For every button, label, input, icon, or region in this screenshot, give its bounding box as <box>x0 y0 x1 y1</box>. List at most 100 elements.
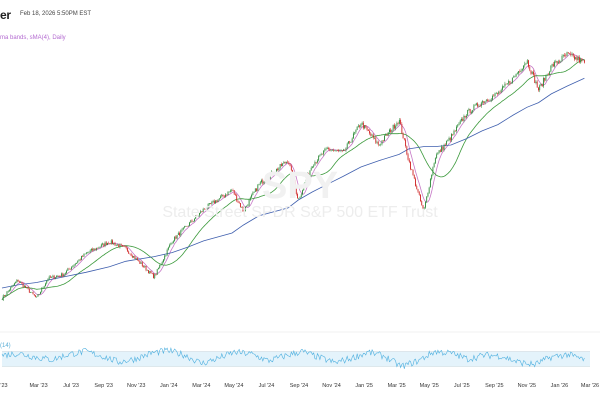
candle-body <box>406 146 408 155</box>
candle-body <box>243 210 245 212</box>
candle-body <box>330 150 332 151</box>
candle-body <box>159 265 161 269</box>
candle-body <box>242 206 244 212</box>
candle-body <box>346 143 348 149</box>
candle-body <box>413 175 415 179</box>
candle-body <box>403 138 405 140</box>
candle-body <box>288 162 290 165</box>
candle-body <box>140 262 142 264</box>
candle-body <box>489 100 491 102</box>
x-tick-label: Jan '24 <box>159 383 178 389</box>
candle-body <box>323 150 325 155</box>
candle-body <box>495 93 497 94</box>
candle-body <box>136 258 138 261</box>
candle-body <box>354 132 356 134</box>
candle-body <box>438 150 440 153</box>
x-tick-label: Jan '26 <box>550 383 569 389</box>
candle-body <box>334 150 336 152</box>
candle-body <box>410 161 411 170</box>
candle-body <box>56 276 58 278</box>
candle-body <box>46 280 48 284</box>
candle-body <box>274 172 276 174</box>
candle-body <box>259 182 261 184</box>
candle-body <box>443 144 445 150</box>
candle-body <box>560 60 562 62</box>
candle-body <box>197 215 199 217</box>
candle-body <box>74 263 76 266</box>
candle-body <box>362 122 364 129</box>
candle-body <box>282 163 284 166</box>
candle-body <box>569 53 570 54</box>
candle-body <box>210 203 212 204</box>
candle-body <box>285 161 287 163</box>
candle-body <box>23 285 25 287</box>
candle-body <box>156 269 158 275</box>
candle-body <box>237 200 239 202</box>
candle-body <box>112 240 113 245</box>
candle-body <box>475 103 477 105</box>
candle-body <box>177 232 179 236</box>
candle-body <box>187 225 189 227</box>
candle-body <box>405 139 407 147</box>
candle-body <box>321 153 323 155</box>
candle-body <box>120 244 122 246</box>
candle-body <box>284 162 286 163</box>
candle-body <box>81 255 82 260</box>
candle-body <box>145 266 147 271</box>
candle-body <box>246 205 248 207</box>
candle-body <box>161 261 163 265</box>
candle-body <box>427 193 429 197</box>
candle-body <box>122 245 123 246</box>
candle-body <box>126 248 128 252</box>
candle-body <box>345 148 347 151</box>
candle-body <box>500 89 502 93</box>
x-tick-label: Nov '24 <box>322 383 341 389</box>
candle-body <box>5 295 7 297</box>
candle-body <box>33 294 35 296</box>
candle-body <box>254 188 256 192</box>
candle-body <box>130 253 132 256</box>
candle-body <box>382 140 384 142</box>
candle-body <box>21 282 23 284</box>
candle-body <box>61 273 63 277</box>
candle-body <box>315 162 317 163</box>
candle-body <box>279 164 281 168</box>
candle-body <box>350 142 352 143</box>
candle-body <box>203 208 205 210</box>
candle-body <box>160 264 162 266</box>
candle-body <box>129 253 131 255</box>
candle-body <box>571 53 573 55</box>
candle-body <box>261 180 262 183</box>
x-tick-label: Mar '23 <box>29 383 48 389</box>
x-tick-label: Mar '25 <box>387 383 406 389</box>
candle-body <box>275 168 277 173</box>
candle-body <box>344 149 346 151</box>
candle-body <box>492 95 493 100</box>
candle-body <box>135 258 137 259</box>
candle-body <box>58 275 60 277</box>
candle-body <box>293 179 295 181</box>
candle-body <box>201 211 203 212</box>
candle-body <box>53 275 55 279</box>
candle-body <box>578 57 580 63</box>
candle-body <box>395 126 397 129</box>
candle-body <box>437 152 439 155</box>
candle-body <box>82 255 84 257</box>
candle-body <box>474 104 476 106</box>
candle-body <box>297 194 298 199</box>
candle-body <box>92 248 94 251</box>
candle-body <box>371 134 373 136</box>
candle-body <box>134 256 136 259</box>
candle-body <box>310 167 312 171</box>
candle-body <box>398 119 400 124</box>
candle-body <box>38 294 40 295</box>
candle-body <box>478 105 480 107</box>
candle-body <box>73 265 75 267</box>
candle-body <box>407 154 409 160</box>
candle-body <box>299 197 301 199</box>
candle-body <box>448 137 450 141</box>
candle-body <box>95 247 97 250</box>
candle-body <box>467 109 469 116</box>
candle-body <box>51 276 53 278</box>
candle-body <box>66 270 68 274</box>
